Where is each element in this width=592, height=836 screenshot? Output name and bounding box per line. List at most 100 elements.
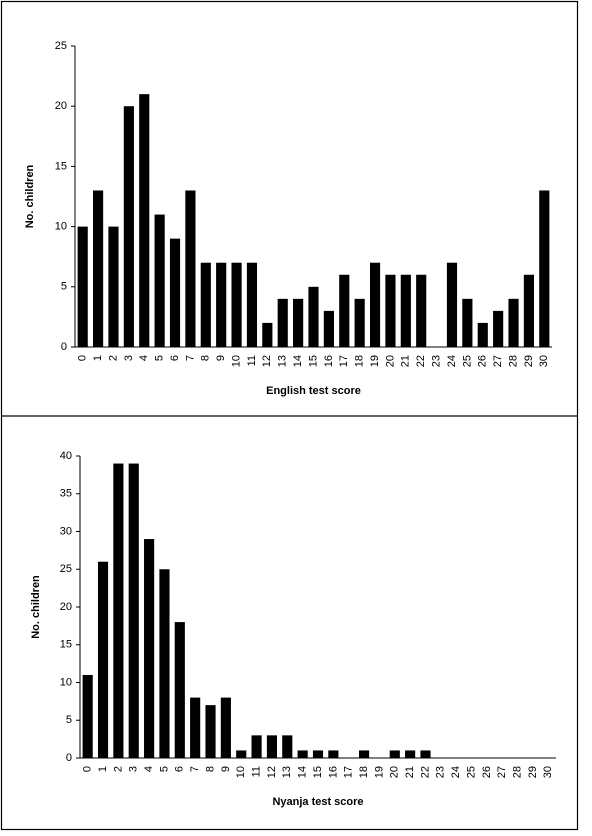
bar: [308, 286, 319, 347]
bar: [493, 310, 504, 347]
x-tick-label: 26: [477, 355, 489, 367]
bar: [523, 274, 534, 347]
bar: [312, 750, 324, 758]
x-tick-label: 12: [266, 766, 278, 778]
bar: [477, 322, 488, 347]
x-tick-label: 7: [184, 355, 196, 361]
bar: [246, 262, 258, 347]
x-tick-label: 18: [354, 355, 366, 367]
bar: [282, 735, 293, 758]
bar: [339, 274, 350, 347]
y-tick-label: 25: [55, 40, 67, 52]
x-tick-label: 30: [538, 355, 550, 367]
x-tick-label: 9: [215, 355, 227, 361]
bar: [93, 190, 104, 347]
x-tick-label: 22: [419, 766, 431, 778]
y-tick-label: 35: [60, 488, 72, 500]
x-tick-label: 14: [297, 766, 309, 778]
bar: [185, 190, 196, 347]
x-tick-label: 15: [312, 766, 324, 778]
y-tick-label: 25: [60, 563, 72, 575]
bar: [293, 298, 304, 347]
bar: [297, 750, 308, 758]
x-tick-label: 11: [250, 766, 262, 777]
bar: [262, 322, 273, 347]
bar: [128, 463, 139, 758]
y-tick-label: 15: [60, 639, 72, 651]
y-tick-label: 40: [60, 450, 72, 462]
x-tick-label: 13: [277, 355, 289, 367]
bar: [154, 214, 165, 347]
x-tick-label: 6: [174, 766, 186, 772]
x-tick-label: 6: [169, 355, 181, 361]
bar: [323, 310, 334, 347]
bar: [400, 274, 411, 347]
x-tick-label: 1: [92, 355, 104, 361]
x-tick-label: 13: [281, 766, 293, 778]
bar: [358, 750, 370, 758]
bar: [216, 262, 227, 347]
x-tick-label: 8: [204, 766, 216, 772]
y-tick-label: 10: [60, 676, 72, 688]
x-tick-label: 10: [235, 766, 247, 778]
x-tick-label: 2: [112, 766, 124, 772]
x-tick-label: 19: [369, 355, 381, 367]
x-tick-label: 7: [189, 766, 201, 772]
bar: [97, 561, 109, 758]
x-tick-label: 9: [220, 766, 232, 772]
bar: [539, 190, 550, 347]
bar: [462, 298, 473, 347]
bar: [113, 463, 124, 758]
x-tick-label: 5: [154, 355, 166, 361]
x-tick-label: 25: [461, 355, 473, 367]
y-tick-label: 10: [55, 221, 67, 233]
y-tick-label: 0: [66, 752, 72, 764]
x-tick-label: 5: [158, 766, 170, 772]
x-tick-label: 16: [327, 766, 339, 778]
x-tick-label: 18: [358, 766, 370, 778]
x-tick-label: 23: [435, 766, 447, 778]
x-tick-label: 23: [431, 355, 443, 367]
bar: [405, 750, 416, 758]
x-tick-label: 0: [77, 355, 89, 361]
x-tick-label: 25: [465, 766, 477, 778]
bar: [508, 298, 519, 347]
y-tick-label: 20: [60, 601, 72, 613]
bar: [159, 569, 170, 758]
bar: [144, 539, 155, 758]
bar: [328, 750, 339, 758]
bar: [266, 735, 278, 758]
bar: [123, 106, 134, 347]
x-tick-label: 17: [343, 766, 355, 778]
x-tick-label: 16: [323, 355, 335, 367]
y-axis-title: No. children: [24, 164, 36, 228]
x-tick-label: 3: [128, 766, 140, 772]
bar: [369, 262, 381, 347]
x-tick-label: 4: [143, 766, 155, 772]
bar: [220, 697, 231, 758]
x-tick-label: 29: [527, 766, 539, 778]
x-tick-label: 4: [138, 355, 150, 361]
x-tick-label: 1: [97, 766, 109, 772]
x-tick-label: 20: [389, 766, 401, 778]
y-tick-label: 15: [55, 160, 67, 172]
x-tick-label: 22: [415, 355, 427, 367]
bar: [385, 274, 396, 347]
bar: [277, 298, 288, 347]
x-tick-label: 0: [82, 766, 94, 772]
x-tick-label: 14: [292, 355, 304, 367]
bar: [251, 735, 262, 758]
x-tick-label: 29: [523, 355, 535, 367]
x-tick-label: 3: [123, 355, 135, 361]
bar: [205, 705, 216, 758]
x-tick-label: 11: [246, 355, 258, 366]
x-tick-label: 2: [107, 355, 119, 361]
y-axis-title: No. children: [30, 575, 42, 639]
x-tick-label: 21: [404, 766, 416, 778]
x-tick-label: 28: [507, 355, 519, 367]
x-tick-label: 10: [230, 355, 242, 367]
bar: [236, 750, 247, 758]
bar: [389, 750, 400, 758]
bar: [169, 238, 181, 347]
